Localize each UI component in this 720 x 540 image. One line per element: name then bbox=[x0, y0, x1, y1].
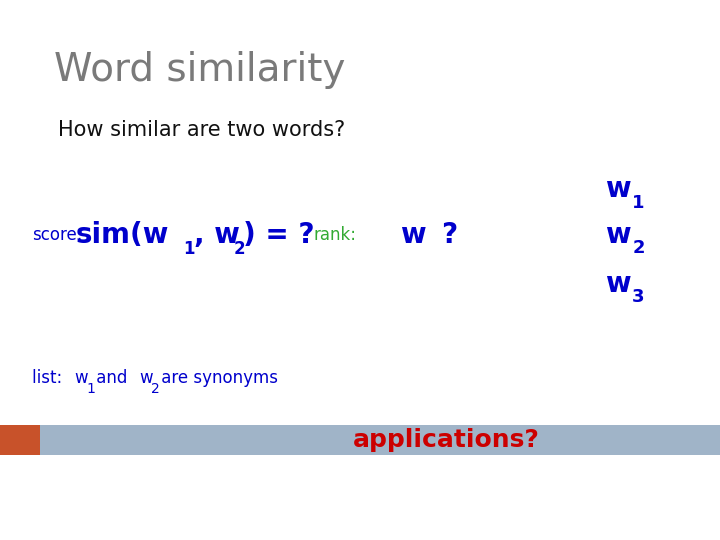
Text: 1: 1 bbox=[632, 193, 644, 212]
Text: 2: 2 bbox=[632, 239, 644, 258]
Text: sim(w: sim(w bbox=[76, 221, 169, 249]
Text: applications?: applications? bbox=[353, 428, 540, 452]
Text: rank:: rank: bbox=[313, 226, 356, 244]
Text: , w: , w bbox=[194, 221, 240, 249]
Text: 3: 3 bbox=[632, 288, 644, 306]
Bar bbox=[40, 425, 720, 455]
Text: 1: 1 bbox=[86, 382, 95, 396]
Text: w: w bbox=[605, 269, 631, 298]
Text: ?: ? bbox=[441, 221, 457, 249]
Text: and: and bbox=[91, 369, 133, 387]
Text: Word similarity: Word similarity bbox=[54, 51, 346, 89]
Text: ) = ?: ) = ? bbox=[243, 221, 315, 249]
Text: w: w bbox=[74, 369, 88, 387]
Bar bbox=[0, 425, 40, 455]
Text: 2: 2 bbox=[233, 240, 245, 259]
Text: w: w bbox=[139, 369, 153, 387]
Text: w: w bbox=[605, 175, 631, 203]
Text: w: w bbox=[400, 221, 426, 249]
Text: How similar are two words?: How similar are two words? bbox=[58, 119, 345, 140]
Text: w: w bbox=[605, 221, 631, 249]
Text: are synonyms: are synonyms bbox=[156, 369, 278, 387]
Text: 1: 1 bbox=[183, 240, 194, 259]
Text: list:: list: bbox=[32, 369, 68, 387]
Text: score:: score: bbox=[32, 226, 83, 244]
Text: 2: 2 bbox=[151, 382, 160, 396]
